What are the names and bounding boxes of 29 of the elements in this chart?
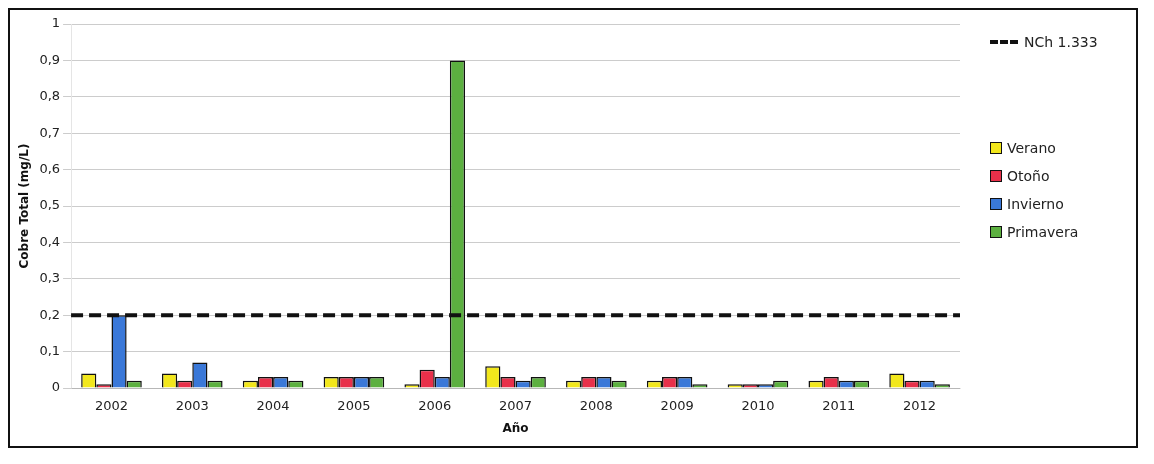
x-tick-label: 2007 — [498, 398, 533, 414]
x-tick-label: 2005 — [337, 398, 371, 414]
y-tick-label: 0,7 — [39, 124, 61, 140]
x-tick-label: 2009 — [660, 398, 694, 414]
legend-label: Invierno — [1007, 196, 1064, 212]
x-axis-title: Año — [502, 420, 529, 435]
x-tick-label: 2002 — [94, 398, 129, 414]
y-tick-label: 0,6 — [39, 160, 61, 176]
x-tick-label: 2003 — [175, 398, 209, 414]
legend-label: Verano — [1007, 140, 1056, 156]
x-tick-label: 2010 — [741, 398, 775, 414]
x-tick-label: 2008 — [579, 398, 613, 414]
legend-label: NCh 1.333 — [1024, 34, 1098, 50]
x-tick-label: 2011 — [822, 398, 856, 414]
x-tick-label: 2006 — [418, 398, 452, 414]
y-tick-label: 0,2 — [39, 306, 61, 322]
legend-label: Otoño — [1007, 168, 1050, 184]
x-tick-label: 2004 — [256, 398, 290, 414]
y-tick-label: 1 — [51, 15, 61, 31]
y-tick-label: 0,9 — [39, 51, 61, 67]
y-tick-label: 0,8 — [39, 88, 61, 104]
y-tick-label: 0 — [51, 379, 61, 395]
y-tick-label: 0,3 — [39, 270, 61, 286]
y-tick-label: 0,1 — [39, 342, 61, 358]
y-tick-label: 0,5 — [39, 197, 61, 213]
y-axis-title: Cobre Total (mg/L) — [17, 143, 32, 269]
y-tick-label: 0,4 — [39, 233, 61, 249]
legend-label: Primavera — [1007, 224, 1079, 240]
x-tick-label: 2012 — [903, 398, 937, 414]
